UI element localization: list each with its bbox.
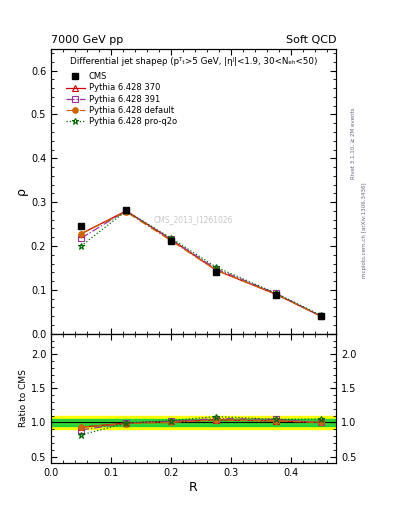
Pythia 6.428 pro-q2o [319, 312, 323, 318]
Pythia 6.428 pro-q2o [169, 235, 173, 241]
CMS [79, 223, 83, 229]
CMS [274, 292, 278, 298]
Pythia 6.428 default [274, 291, 278, 297]
CMS [214, 269, 219, 275]
Pythia 6.428 370 [79, 231, 83, 237]
Pythia 6.428 default [319, 313, 323, 319]
Pythia 6.428 pro-q2o [124, 208, 129, 214]
Pythia 6.428 391 [169, 237, 173, 243]
CMS [124, 206, 129, 212]
Pythia 6.428 370 [169, 237, 173, 243]
Text: CMS_2013_I1261026: CMS_2013_I1261026 [154, 215, 233, 224]
Pythia 6.428 391 [124, 208, 129, 214]
Y-axis label: ρ: ρ [15, 187, 28, 195]
Line: Pythia 6.428 pro-q2o: Pythia 6.428 pro-q2o [77, 207, 325, 319]
Text: 7000 GeV pp: 7000 GeV pp [51, 35, 123, 45]
CMS [169, 238, 173, 244]
Pythia 6.428 370 [124, 208, 129, 214]
CMS [319, 313, 323, 319]
Pythia 6.428 pro-q2o [274, 290, 278, 296]
Pythia 6.428 default [124, 209, 129, 215]
Pythia 6.428 default [214, 267, 219, 273]
Legend: CMS, Pythia 6.428 370, Pythia 6.428 391, Pythia 6.428 default, Pythia 6.428 pro-: CMS, Pythia 6.428 370, Pythia 6.428 391,… [64, 70, 180, 128]
Pythia 6.428 391 [214, 266, 219, 272]
Line: CMS: CMS [77, 206, 325, 319]
Y-axis label: Ratio to CMS: Ratio to CMS [19, 370, 28, 428]
Pythia 6.428 391 [79, 235, 83, 241]
Pythia 6.428 default [169, 238, 173, 244]
Line: Pythia 6.428 370: Pythia 6.428 370 [78, 208, 324, 319]
Pythia 6.428 370 [214, 267, 219, 273]
Pythia 6.428 370 [319, 313, 323, 319]
Pythia 6.428 370 [274, 291, 278, 297]
X-axis label: R: R [189, 481, 198, 494]
Line: Pythia 6.428 default: Pythia 6.428 default [78, 209, 324, 319]
Line: Pythia 6.428 391: Pythia 6.428 391 [78, 208, 324, 319]
Pythia 6.428 391 [274, 290, 278, 296]
Pythia 6.428 pro-q2o [214, 264, 219, 270]
Pythia 6.428 default [79, 231, 83, 237]
Pythia 6.428 pro-q2o [79, 243, 83, 249]
Pythia 6.428 391 [319, 313, 323, 319]
Text: Soft QCD: Soft QCD [286, 35, 336, 45]
Text: Rivet 3.1.10, ≥ 2M events: Rivet 3.1.10, ≥ 2M events [351, 108, 356, 179]
Text: mcplots.cern.ch [arXiv:1306.3436]: mcplots.cern.ch [arXiv:1306.3436] [362, 183, 367, 278]
Text: Differential jet shapeρ (pᵀₜ>5 GeV, |ηʲ|<1.9, 30<Nₑₕ<50): Differential jet shapeρ (pᵀₜ>5 GeV, |ηʲ|… [70, 57, 317, 66]
